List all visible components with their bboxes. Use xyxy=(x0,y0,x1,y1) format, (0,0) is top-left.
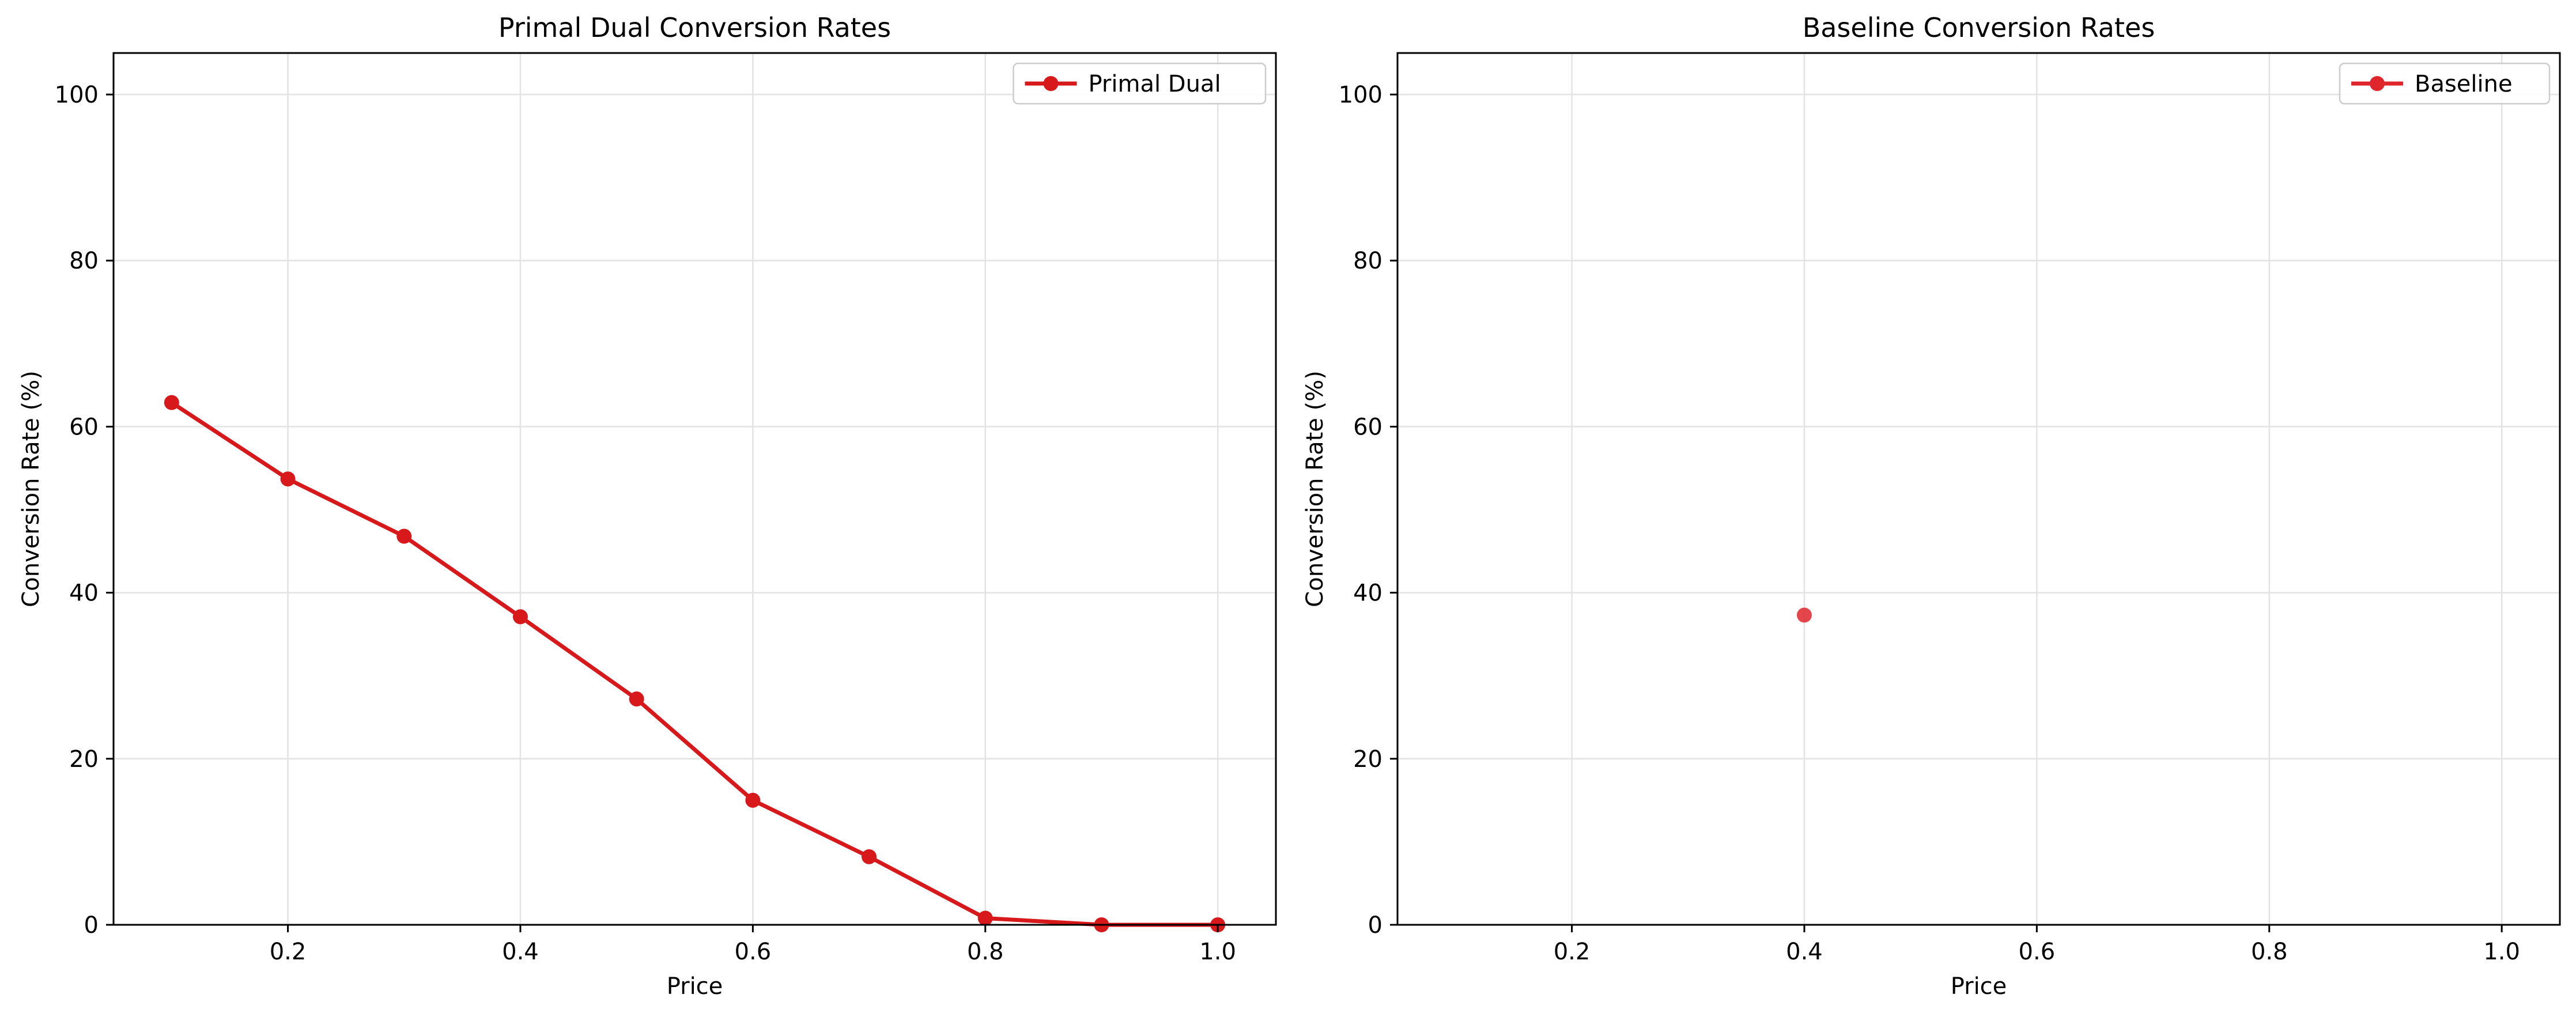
x-tick-label: 0.6 xyxy=(735,939,772,965)
y-axis-label: Conversion Rate (%) xyxy=(18,370,44,607)
data-point xyxy=(629,691,644,707)
data-point xyxy=(977,910,993,926)
legend-box xyxy=(2339,62,2551,105)
series xyxy=(164,395,1226,932)
ticks: 0.2 0.4 0.6 0.8 1.0 0 20 40 60 80 100 xyxy=(55,82,1236,965)
y-tick-label: 0 xyxy=(84,912,99,939)
x-tick-label: 1.0 xyxy=(1199,939,1236,965)
data-point xyxy=(164,395,179,410)
legend-label: Baseline xyxy=(2415,71,2513,97)
legend-marker xyxy=(2370,76,2385,91)
y-tick-label: 100 xyxy=(1339,82,1383,108)
x-tick-label: 0.8 xyxy=(2251,939,2288,965)
y-tick-label: 40 xyxy=(69,580,99,607)
legend: Baseline xyxy=(2339,62,2551,105)
y-tick-label: 80 xyxy=(1353,248,1383,274)
series-line xyxy=(170,400,1218,927)
series xyxy=(1796,607,1812,623)
legend-marker xyxy=(1043,76,1059,91)
y-tick-label: 60 xyxy=(1353,414,1383,440)
data-point xyxy=(1796,607,1812,623)
x-tick-label: 1.0 xyxy=(2483,939,2520,965)
x-axis-label: Price xyxy=(1951,973,2007,1000)
x-tick-label: 0.4 xyxy=(1786,939,1823,965)
ticks: 0.2 0.4 0.6 0.8 1.0 0 20 40 60 80 100 xyxy=(1339,82,2520,965)
y-tick-label: 100 xyxy=(55,82,99,108)
chart-title: Baseline Conversion Rates xyxy=(1803,12,2155,43)
baseline-chart: 0.2 0.4 0.6 0.8 1.0 0 20 40 60 80 100 Baseline Con… xyxy=(1302,12,2561,1000)
y-tick-label: 60 xyxy=(69,414,99,440)
data-point xyxy=(512,609,528,625)
y-tick-label: 40 xyxy=(1353,580,1383,607)
data-point xyxy=(862,849,877,864)
x-tick-label: 0.6 xyxy=(2019,939,2056,965)
y-tick-label: 80 xyxy=(69,248,99,274)
y-axis-label: Conversion Rate (%) xyxy=(1302,370,1328,607)
y-tick-label: 20 xyxy=(1353,746,1383,773)
plot-frame xyxy=(112,52,1277,926)
legend-label: Primal Dual xyxy=(1089,71,1221,97)
chart-title: Primal Dual Conversion Rates xyxy=(498,12,891,43)
y-tick-label: 20 xyxy=(69,746,99,773)
y-tick-label: 0 xyxy=(1368,912,1383,939)
x-tick-label: 0.4 xyxy=(502,939,539,965)
primal-dual-chart: 0.2 0.4 0.6 0.8 1.0 0 20 40 60 80 100 Primal Dual … xyxy=(18,12,1277,1000)
plot-frame xyxy=(1396,52,2561,926)
legend-box xyxy=(1013,62,1267,105)
x-tick-label: 0.2 xyxy=(1554,939,1591,965)
data-point xyxy=(280,471,296,487)
data-point xyxy=(396,528,412,544)
data-point xyxy=(745,792,761,808)
legend: Primal Dual xyxy=(1013,62,1267,105)
x-axis-label: Price xyxy=(667,973,723,1000)
x-tick-label: 0.2 xyxy=(270,939,307,965)
x-tick-label: 0.8 xyxy=(967,939,1004,965)
